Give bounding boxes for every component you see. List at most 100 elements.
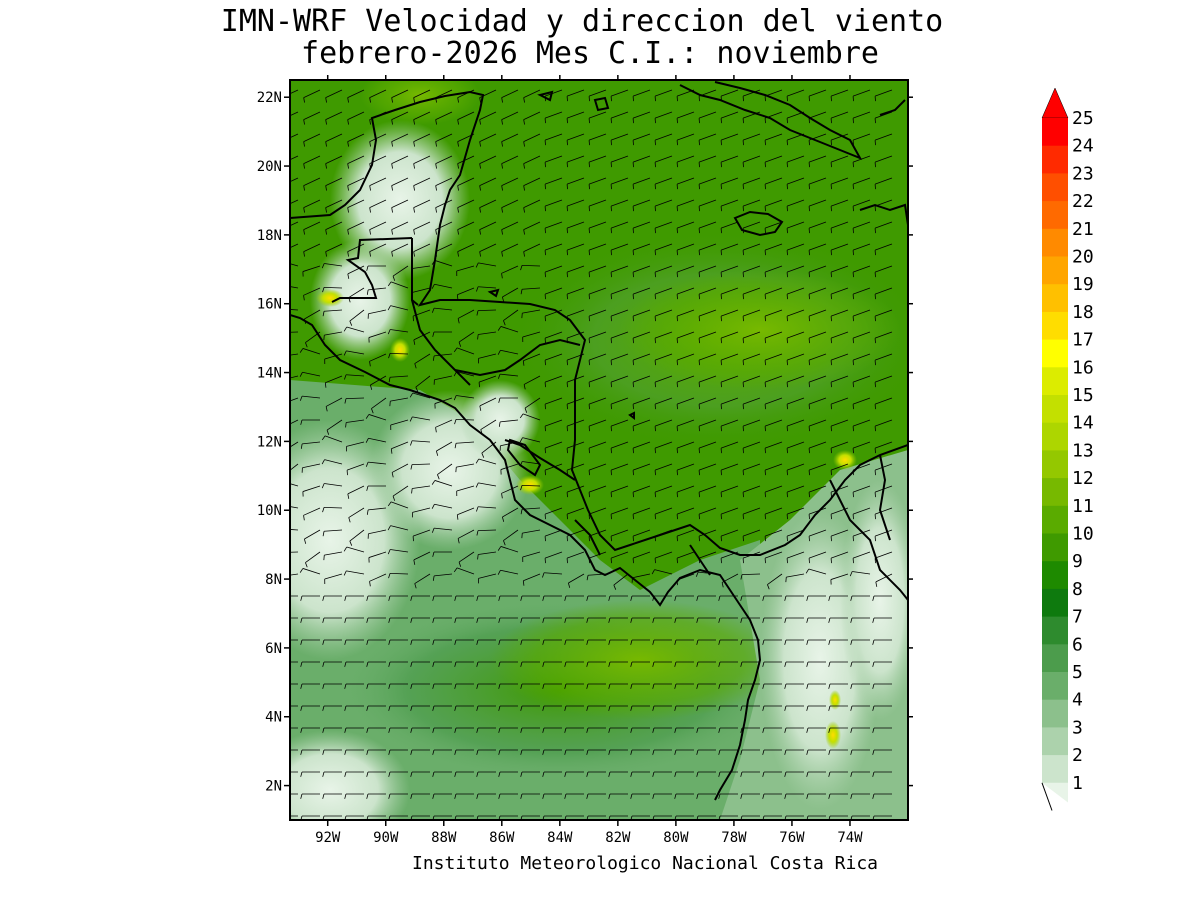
wind-barb xyxy=(632,551,651,559)
colorbar-label: 6 xyxy=(1072,634,1083,655)
wind-barb xyxy=(676,397,695,405)
wind-barb-flag xyxy=(542,793,545,799)
wind-barb-flag xyxy=(476,310,479,316)
wind-barb-flag xyxy=(369,119,371,125)
wind-barb-flag xyxy=(784,815,787,820)
wind-barb-flag xyxy=(721,582,724,588)
wind-barb-flag xyxy=(497,350,501,355)
wind-barb xyxy=(346,546,365,553)
wind-barb-flag xyxy=(387,549,391,555)
wind-barb xyxy=(676,133,695,141)
wind-barb xyxy=(610,133,629,141)
lat-tick-label: 18N xyxy=(257,228,282,244)
wind-barb xyxy=(875,573,893,583)
wind-barb-flag xyxy=(453,347,458,353)
wind-barb-flag xyxy=(431,504,435,509)
wind-barb xyxy=(302,395,321,399)
wind-barb xyxy=(654,309,673,317)
wind-barb xyxy=(434,260,453,267)
wind-barb-flag xyxy=(388,377,391,383)
wind-barb-flag xyxy=(784,793,787,799)
wind-barb-flag xyxy=(300,815,303,820)
wind-barb-flag xyxy=(366,265,369,271)
wind-barb xyxy=(500,349,519,355)
wind-barb-flag xyxy=(523,229,525,235)
wind-barb xyxy=(698,287,717,295)
wind-barb-flag xyxy=(520,727,523,733)
wind-barb-flag xyxy=(519,437,523,443)
wind-barb-flag xyxy=(718,727,721,733)
wind-barb-flag xyxy=(542,572,545,578)
wind-barb xyxy=(654,177,673,185)
wind-barb-flag xyxy=(674,683,677,689)
wind-barb xyxy=(654,331,673,339)
wind-barb xyxy=(654,507,673,515)
wind-barb xyxy=(456,485,475,492)
wind-barb-flag xyxy=(872,595,875,601)
wind-barb xyxy=(368,287,387,291)
wind-barb xyxy=(501,199,519,208)
wind-barb xyxy=(610,331,629,339)
wind-barb-flag xyxy=(457,207,459,213)
wind-barb xyxy=(874,155,893,163)
wind-barb-flag xyxy=(523,207,525,213)
wind-barb xyxy=(566,551,585,559)
wind-barb-flag xyxy=(432,551,435,557)
wind-barb xyxy=(676,507,695,515)
wind-barb xyxy=(808,309,827,317)
wind-barb xyxy=(698,551,717,559)
wind-barb-flag xyxy=(498,683,501,689)
wind-barb-flag xyxy=(586,639,589,645)
wind-barb-flag xyxy=(344,661,347,667)
wind-barb xyxy=(830,485,849,493)
wind-barb xyxy=(325,177,343,186)
wind-barb xyxy=(852,485,871,493)
wind-barb-flag xyxy=(413,251,415,257)
wind-barb xyxy=(830,221,849,229)
wind-barb xyxy=(324,551,343,556)
wind-barb xyxy=(874,441,893,449)
wind-barb-flag xyxy=(652,639,655,645)
wind-barb-flag xyxy=(456,294,459,300)
wind-barb-flag xyxy=(347,141,349,147)
wind-barb-flag xyxy=(762,617,765,623)
wind-barb-flag xyxy=(806,815,809,820)
wind-barb xyxy=(500,326,519,333)
wind-barb-flag xyxy=(411,488,413,494)
wind-barb-flag xyxy=(388,661,391,667)
wind-barb-flag xyxy=(413,559,416,565)
wind-barb xyxy=(325,243,343,252)
wind-barb-flag xyxy=(608,683,611,689)
wind-barb-flag xyxy=(413,119,415,125)
wind-barb-flag xyxy=(435,163,437,169)
wind-barb-flag xyxy=(369,207,371,213)
wind-barb-flag xyxy=(279,750,280,755)
wind-barb xyxy=(390,305,409,311)
wind-barb-flag xyxy=(630,639,633,645)
wind-barb-flag xyxy=(523,97,525,103)
wind-barb-flag xyxy=(652,683,655,689)
wind-barb xyxy=(654,441,673,449)
wind-barb-flag xyxy=(432,683,435,689)
colorbar-label: 2 xyxy=(1072,745,1083,766)
colorbar-swatch xyxy=(1042,727,1068,756)
wind-barb xyxy=(654,397,673,405)
wind-barb xyxy=(290,199,299,205)
wind-barb xyxy=(413,177,431,186)
wind-barb-flag xyxy=(300,419,303,425)
wind-barb-flag xyxy=(435,141,437,147)
wind-barb xyxy=(632,133,651,141)
wind-barb xyxy=(413,551,431,561)
wind-barb xyxy=(369,221,387,230)
wind-barb xyxy=(698,111,717,119)
wind-barb xyxy=(720,529,739,537)
wind-barb-flag xyxy=(343,350,347,356)
wind-barb xyxy=(874,419,893,427)
wind-barb xyxy=(303,89,321,98)
wind-barb xyxy=(610,529,629,537)
wind-barb xyxy=(478,375,497,383)
wind-barb-flag xyxy=(875,581,878,587)
colorbar-label: 20 xyxy=(1072,247,1094,268)
wind-barb-flag xyxy=(498,421,501,427)
wind-barb-flag xyxy=(475,458,480,464)
